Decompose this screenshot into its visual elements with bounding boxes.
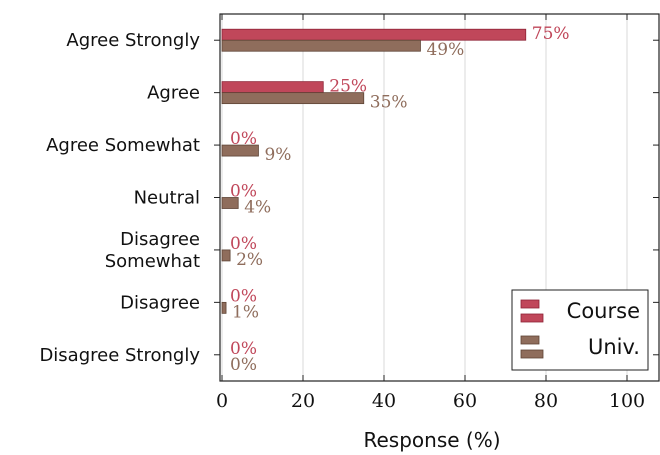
category-labels: Agree Strongly Agree Agree Somewhat Neutral…	[39, 30, 200, 366]
x-tick-label: 80	[534, 390, 558, 412]
bar-univ	[221, 39, 421, 52]
data-label-course: 0%	[230, 234, 257, 254]
data-label-univ: 0%	[230, 355, 257, 375]
data-label-univ: 4%	[244, 198, 271, 218]
bar-univ	[221, 301, 227, 314]
x-tick-labels: 0 20 40 60 80 100	[216, 390, 645, 412]
x-axis-title: Response (%)	[363, 428, 500, 452]
bar-univ	[221, 144, 259, 157]
data-label-course: 25%	[329, 77, 367, 97]
data-label-course: 75%	[532, 24, 570, 44]
category-label: Agree Strongly	[66, 30, 200, 51]
legend-label-course: Course	[567, 299, 640, 323]
category-label: Disagree	[120, 229, 200, 250]
x-tick-label: 100	[609, 390, 645, 412]
legend-swatch-course-2	[520, 313, 544, 323]
legend-swatch-course	[520, 299, 540, 309]
x-tick-label: 40	[372, 390, 396, 412]
legend-swatch-univ-2	[520, 349, 544, 359]
x-tick-label: 20	[291, 390, 315, 412]
bar-univ	[221, 92, 365, 105]
category-label: Disagree Strongly	[39, 345, 200, 366]
data-labels: 75%49%25%35%0%9%0%4%0%2%0%1%0%0%	[230, 24, 570, 375]
category-label: Agree Somewhat	[46, 135, 200, 156]
bar-course	[221, 28, 527, 41]
data-label-univ: 9%	[264, 145, 291, 165]
category-label: Disagree	[120, 292, 200, 313]
data-label-univ: 35%	[370, 93, 408, 113]
data-label-univ: 49%	[426, 40, 464, 60]
axes	[214, 13, 660, 382]
grid-lines	[221, 14, 628, 381]
data-label-course: 0%	[230, 286, 257, 306]
bar-course	[221, 81, 324, 94]
category-label: Somewhat	[105, 251, 200, 272]
x-tick-label: 0	[216, 390, 228, 412]
data-label-univ: 2%	[236, 250, 263, 270]
data-label-univ: 1%	[232, 302, 259, 322]
data-label-course: 0%	[230, 129, 257, 149]
bar-univ	[221, 197, 239, 209]
legend: Course Univ.	[511, 289, 649, 371]
category-label: Agree	[147, 83, 200, 104]
data-label-course: 0%	[230, 182, 257, 202]
bars	[221, 28, 527, 314]
legend-swatch-univ	[520, 335, 540, 345]
legend-label-univ: Univ.	[588, 335, 640, 359]
category-label: Neutral	[134, 188, 200, 209]
bar-univ	[221, 249, 231, 262]
x-tick-label: 60	[453, 390, 477, 412]
data-label-course: 0%	[230, 339, 257, 359]
